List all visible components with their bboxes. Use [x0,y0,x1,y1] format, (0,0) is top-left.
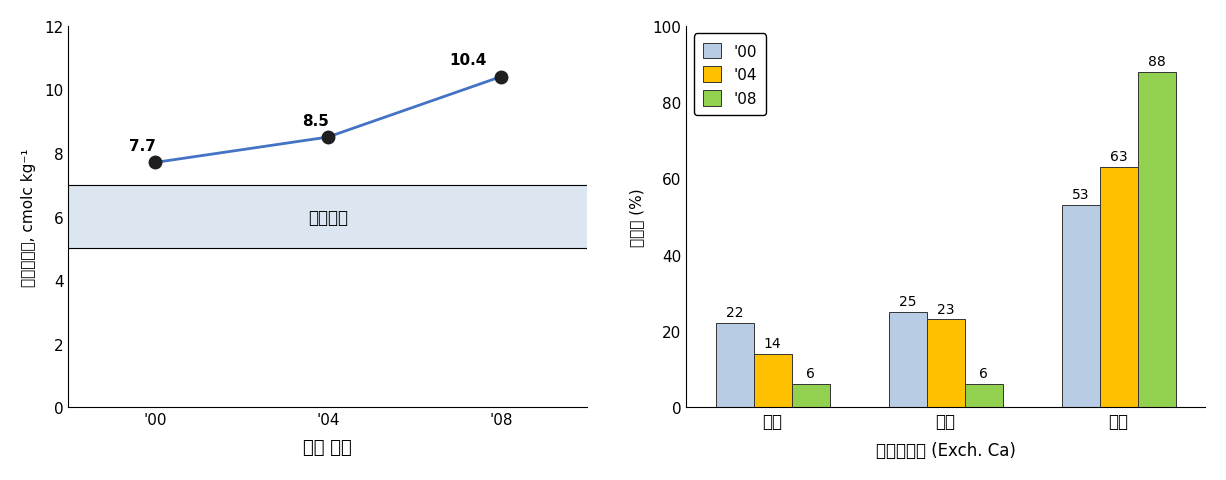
Y-axis label: 비포율 (%): 비포율 (%) [629,188,644,246]
Legend: '00, '04, '08: '00, '04, '08 [694,35,766,116]
Text: 6: 6 [807,367,815,381]
Bar [69,185,587,249]
Bar [1138,72,1176,408]
Text: 8.5: 8.5 [302,113,329,128]
Text: 6: 6 [980,367,988,381]
Y-axis label: 치환성칼슘, cmolc kg⁻¹: 치환성칼슘, cmolc kg⁻¹ [21,148,36,286]
Bar [754,354,792,408]
Text: 적정범위: 적정범위 [308,208,348,226]
X-axis label: 치환성칼슘 (Exch. Ca): 치환성칼슘 (Exch. Ca) [875,441,1015,459]
Text: 23: 23 [937,302,954,316]
Text: 88: 88 [1148,55,1166,69]
Bar [889,312,927,408]
Text: 22: 22 [726,306,743,320]
Bar [965,384,1003,408]
Bar [716,324,754,408]
Text: 10.4: 10.4 [449,53,487,68]
Bar [1062,205,1100,408]
Text: 7.7: 7.7 [129,139,156,154]
Text: 25: 25 [899,294,916,308]
Bar [1100,168,1138,408]
X-axis label: 조사 연도: 조사 연도 [304,438,352,456]
Bar [927,320,965,408]
Text: 14: 14 [764,336,781,350]
Bar [792,384,830,408]
Text: 53: 53 [1072,188,1090,202]
Text: 63: 63 [1110,150,1128,164]
